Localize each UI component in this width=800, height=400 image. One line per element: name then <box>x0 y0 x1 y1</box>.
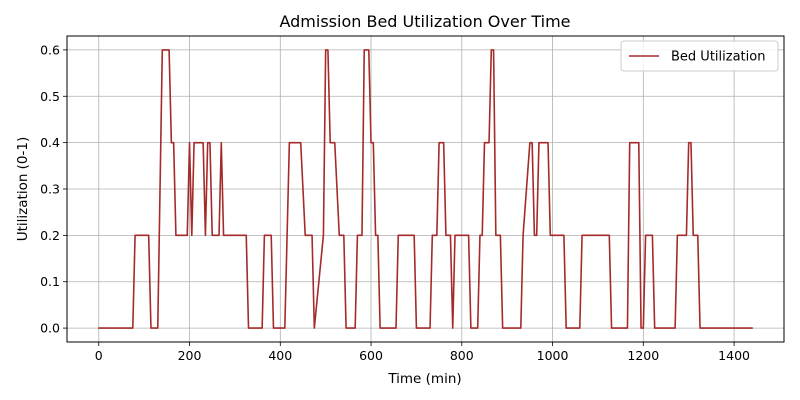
y-tick-label: 0.6 <box>40 42 60 57</box>
y-tick-label: 0.5 <box>40 89 60 104</box>
series-layer <box>97 49 754 329</box>
grid-lines <box>67 36 784 342</box>
x-tick-label: 400 <box>268 348 292 363</box>
x-tick-label: 1200 <box>627 348 659 363</box>
y-axis-ticks: 0.0 0.1 0.2 0.3 0.4 0.5 0.6 <box>40 42 67 336</box>
x-axis-label: Time (min) <box>387 371 461 387</box>
y-tick-label: 0.3 <box>40 182 60 197</box>
y-tick-label: 0.0 <box>40 321 60 336</box>
legend-box <box>620 40 779 72</box>
x-axis-ticks: 0 200 400 600 800 1000 1200 1400 <box>95 342 750 363</box>
x-tick-label: 800 <box>450 348 474 363</box>
chart-title: Admission Bed Utilization Over Time <box>279 12 570 31</box>
x-tick-label: 0 <box>95 348 103 363</box>
series-line-bed-utilization <box>97 49 754 329</box>
x-tick-label: 200 <box>178 348 202 363</box>
x-tick-label: 1400 <box>718 348 750 363</box>
y-tick-label: 0.2 <box>40 228 60 243</box>
y-tick-label: 0.4 <box>40 135 60 150</box>
x-tick-label: 1000 <box>537 348 569 363</box>
x-tick-label: 600 <box>359 348 383 363</box>
y-axis-label: Utilization (0-1) <box>15 137 31 242</box>
legend: Bed Utilization <box>620 40 779 72</box>
legend-label-bed-utilization: Bed Utilization <box>671 50 765 65</box>
y-tick-label: 0.1 <box>40 274 60 289</box>
